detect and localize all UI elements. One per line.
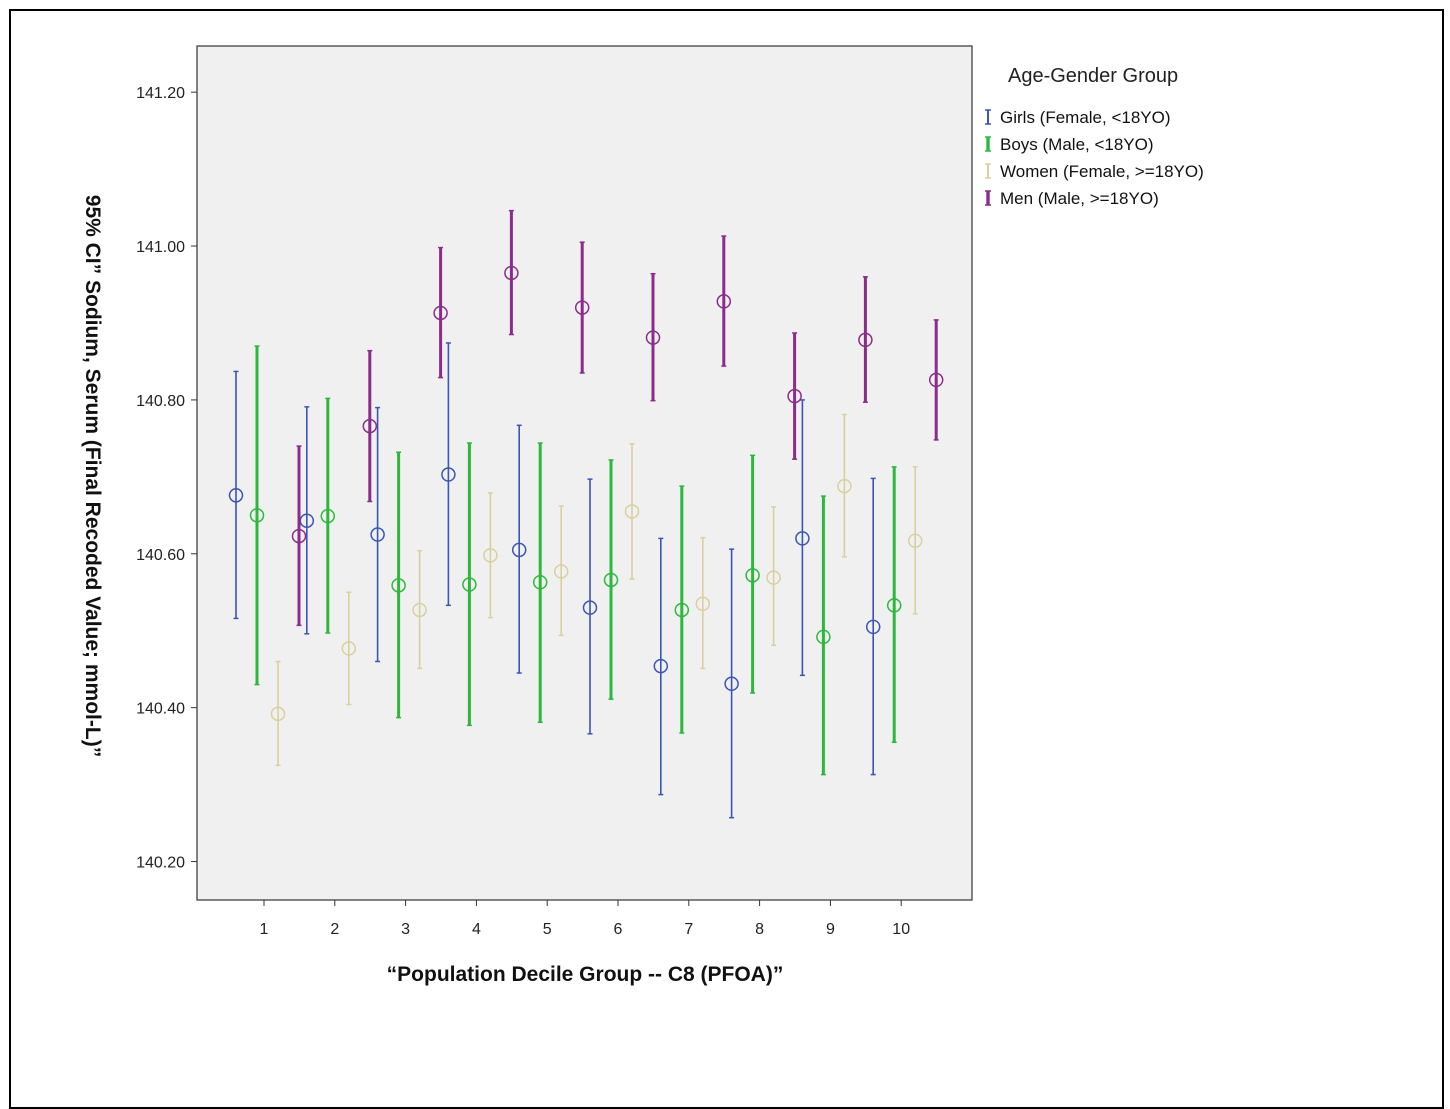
- mean-marker: [291, 528, 307, 544]
- y-tick-label: 140.60: [136, 547, 185, 564]
- mean-marker: [724, 676, 739, 692]
- series-3: [270, 413, 923, 767]
- x-tick-label: 4: [472, 921, 481, 938]
- mean-marker: [370, 527, 385, 542]
- x-axis-title: “Population Decile Group -- C8 (PFOA)”: [387, 963, 784, 986]
- legend-title: Age-Gender Group: [1008, 65, 1178, 87]
- legend: Age-Gender Group Girls (Female, <18YO) Bo…: [985, 65, 1204, 208]
- mean-marker: [787, 388, 802, 404]
- x-tick-label: 2: [330, 921, 339, 938]
- legend-item: Girls (Female, <18YO): [985, 108, 1171, 127]
- legend-item: Women (Female, >=18YO): [985, 162, 1204, 181]
- mean-marker: [553, 564, 569, 579]
- mean-marker: [858, 332, 873, 348]
- mean-marker: [795, 531, 810, 546]
- mean-marker: [511, 542, 527, 558]
- plot-area: [196, 45, 973, 901]
- y-tick-label: 140.80: [136, 393, 185, 410]
- mean-marker: [886, 598, 902, 613]
- x-tick-label: 5: [543, 921, 552, 938]
- y-tick-label: 140.40: [136, 701, 185, 718]
- x-tick-label: 3: [401, 921, 410, 938]
- mean-marker: [745, 568, 760, 583]
- mean-marker: [582, 600, 598, 615]
- x-tick-label: 7: [684, 921, 693, 938]
- mean-marker: [865, 619, 881, 635]
- mean-marker: [816, 629, 831, 645]
- y-tick-label: 141.00: [136, 239, 185, 256]
- mean-marker: [391, 578, 406, 593]
- x-tick-label: 9: [826, 921, 835, 938]
- x-axis: 1 2 3 4 5 6 7 8 9 10: [260, 900, 910, 938]
- mean-marker: [483, 548, 498, 563]
- mean-marker: [320, 508, 336, 524]
- mean-marker: [412, 602, 427, 618]
- mean-marker: [249, 508, 265, 523]
- mean-marker: [504, 265, 519, 281]
- mean-marker: [624, 504, 640, 519]
- series-marks: [228, 209, 944, 819]
- y-axis-title: 95% CI” Sodium, Serum (Final Recoded Val…: [81, 195, 104, 757]
- x-tick-label: 10: [892, 921, 910, 938]
- mean-marker: [603, 572, 619, 588]
- mean-marker: [574, 300, 590, 315]
- legend-label: Girls (Female, <18YO): [1000, 108, 1171, 127]
- series-1: [228, 342, 881, 819]
- y-tick-label: 141.20: [136, 85, 185, 102]
- mean-marker: [907, 533, 923, 548]
- mean-marker: [462, 577, 477, 592]
- y-tick-label: 140.20: [136, 855, 185, 872]
- series-2: [249, 345, 902, 776]
- x-tick-label: 6: [614, 921, 623, 938]
- mean-marker: [928, 372, 944, 388]
- legend-label: Boys (Male, <18YO): [1000, 135, 1154, 154]
- mean-marker: [270, 706, 286, 722]
- legend-item: Men (Male, >=18YO): [985, 189, 1159, 208]
- mean-marker: [695, 596, 711, 612]
- legend-label: Men (Male, >=18YO): [1000, 189, 1159, 208]
- y-axis: 140.20 140.40 140.60 140.80 141.00 141.20: [136, 85, 197, 872]
- mean-marker: [441, 467, 456, 482]
- x-tick-label: 8: [755, 921, 764, 938]
- series-4: [291, 209, 944, 627]
- mean-marker: [837, 478, 852, 494]
- mean-marker: [341, 641, 357, 656]
- legend-item: Boys (Male, <18YO): [985, 135, 1154, 154]
- legend-label: Women (Female, >=18YO): [1000, 162, 1204, 181]
- mean-marker: [716, 294, 732, 309]
- mean-marker: [653, 658, 669, 674]
- mean-marker: [362, 418, 378, 434]
- mean-marker: [433, 305, 448, 321]
- mean-marker: [674, 602, 690, 618]
- mean-marker: [766, 570, 781, 585]
- mean-marker: [645, 330, 661, 345]
- x-tick-label: 1: [260, 921, 269, 938]
- mean-marker: [228, 488, 244, 503]
- mean-marker: [532, 575, 548, 590]
